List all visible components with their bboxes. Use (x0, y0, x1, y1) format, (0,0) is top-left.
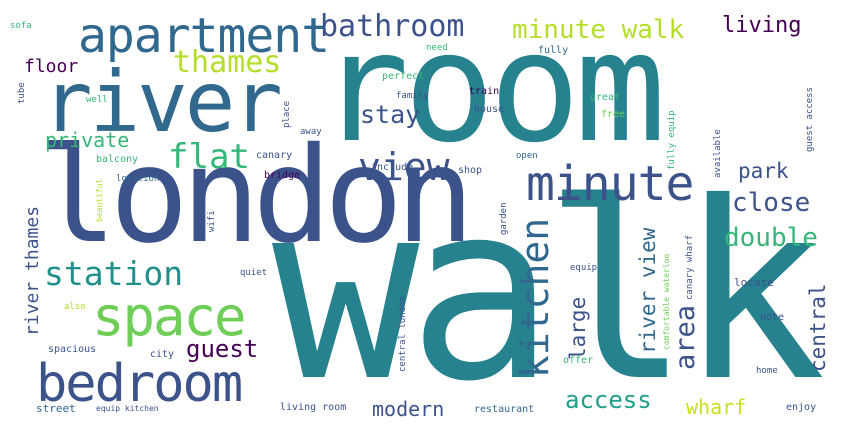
word-living: living (722, 13, 802, 38)
word-double: double (724, 223, 818, 253)
word-river-view: river view (636, 227, 660, 354)
word-house: house (474, 104, 505, 115)
word-comfortable-waterloo: comfortable waterloo (662, 253, 671, 350)
word-home: home (756, 366, 778, 376)
word-spacious: spacious (48, 344, 97, 355)
word-central-london: central london (398, 296, 408, 372)
word-canary: canary (256, 150, 293, 161)
word-river: river (42, 53, 283, 151)
word-area: area (670, 304, 701, 370)
word-tube: tube (17, 82, 27, 104)
word-family: family (396, 91, 429, 101)
word-central: central (806, 283, 830, 372)
word-thames: thames (173, 45, 282, 80)
word-locate: locate (734, 276, 774, 289)
word-minute: minute (526, 156, 694, 212)
word-space: space (92, 285, 247, 348)
word-river-thames: river thames (22, 205, 43, 336)
word-guest: guest (186, 335, 259, 363)
word-room: room (318, 0, 666, 176)
word-bridge: bridge (264, 170, 301, 181)
word-include: include (371, 162, 414, 173)
word-enjoy: enjoy (786, 402, 817, 413)
word-shop: shop (458, 165, 483, 176)
word-private: private (45, 128, 130, 152)
word-location: location (116, 174, 160, 184)
word-note: note (760, 312, 785, 323)
word-floor: floor (24, 56, 79, 77)
word-fully: fully (538, 45, 569, 56)
word-train: train (469, 86, 500, 97)
word-large: large (566, 296, 590, 360)
word-city: city (150, 349, 175, 360)
word-sofa: sofa (10, 21, 32, 31)
word-bedroom: bedroom (36, 354, 243, 414)
word-need: need (426, 43, 448, 53)
word-place: place (282, 100, 292, 128)
word-perfect: perfect (382, 71, 425, 82)
word-quiet: quiet (240, 268, 268, 278)
word-view: view (358, 145, 450, 189)
word-offer: offer (563, 355, 594, 366)
word-london: london (38, 119, 475, 273)
word-minute-walk: minute walk (512, 15, 685, 45)
word-canary-wharf: canary wharf (685, 234, 695, 300)
word-guest-access: guest access (805, 86, 815, 152)
word-also: also (64, 302, 86, 312)
word-free: free (601, 109, 626, 120)
word-fully-equip: fully equip (667, 110, 677, 170)
word-apartment: apartment (78, 8, 330, 64)
word-close: close (732, 188, 811, 218)
word-available: available (713, 129, 723, 178)
word-stay: stay (360, 100, 421, 129)
word-park: park (738, 159, 789, 183)
word-access: access (565, 386, 652, 414)
word-modern: modern (372, 397, 445, 421)
word-equip-kitchen: equip kitchen (96, 404, 159, 413)
word-restaurant: restaurant (474, 404, 535, 415)
word-away: away (300, 127, 322, 137)
word-bathroom: bathroom (320, 9, 465, 44)
word-street: street (36, 402, 76, 415)
word-wharf: wharf (686, 395, 747, 419)
word-well: well (86, 95, 108, 105)
word-station: station (44, 254, 184, 293)
word-balcony: balcony (96, 154, 139, 165)
word-flat: flat (168, 137, 250, 177)
word-kitchen: kitchen (513, 217, 557, 378)
word-living-room: living room (280, 402, 347, 413)
word-great: great (590, 92, 621, 103)
word-walk: walk (272, 150, 826, 435)
word-wifi: wifi (207, 210, 217, 232)
word-equip: equip (570, 263, 598, 273)
word-open: open (516, 151, 538, 161)
word-garden: garden (499, 202, 509, 235)
word-beautiful: beautiful (95, 178, 104, 222)
